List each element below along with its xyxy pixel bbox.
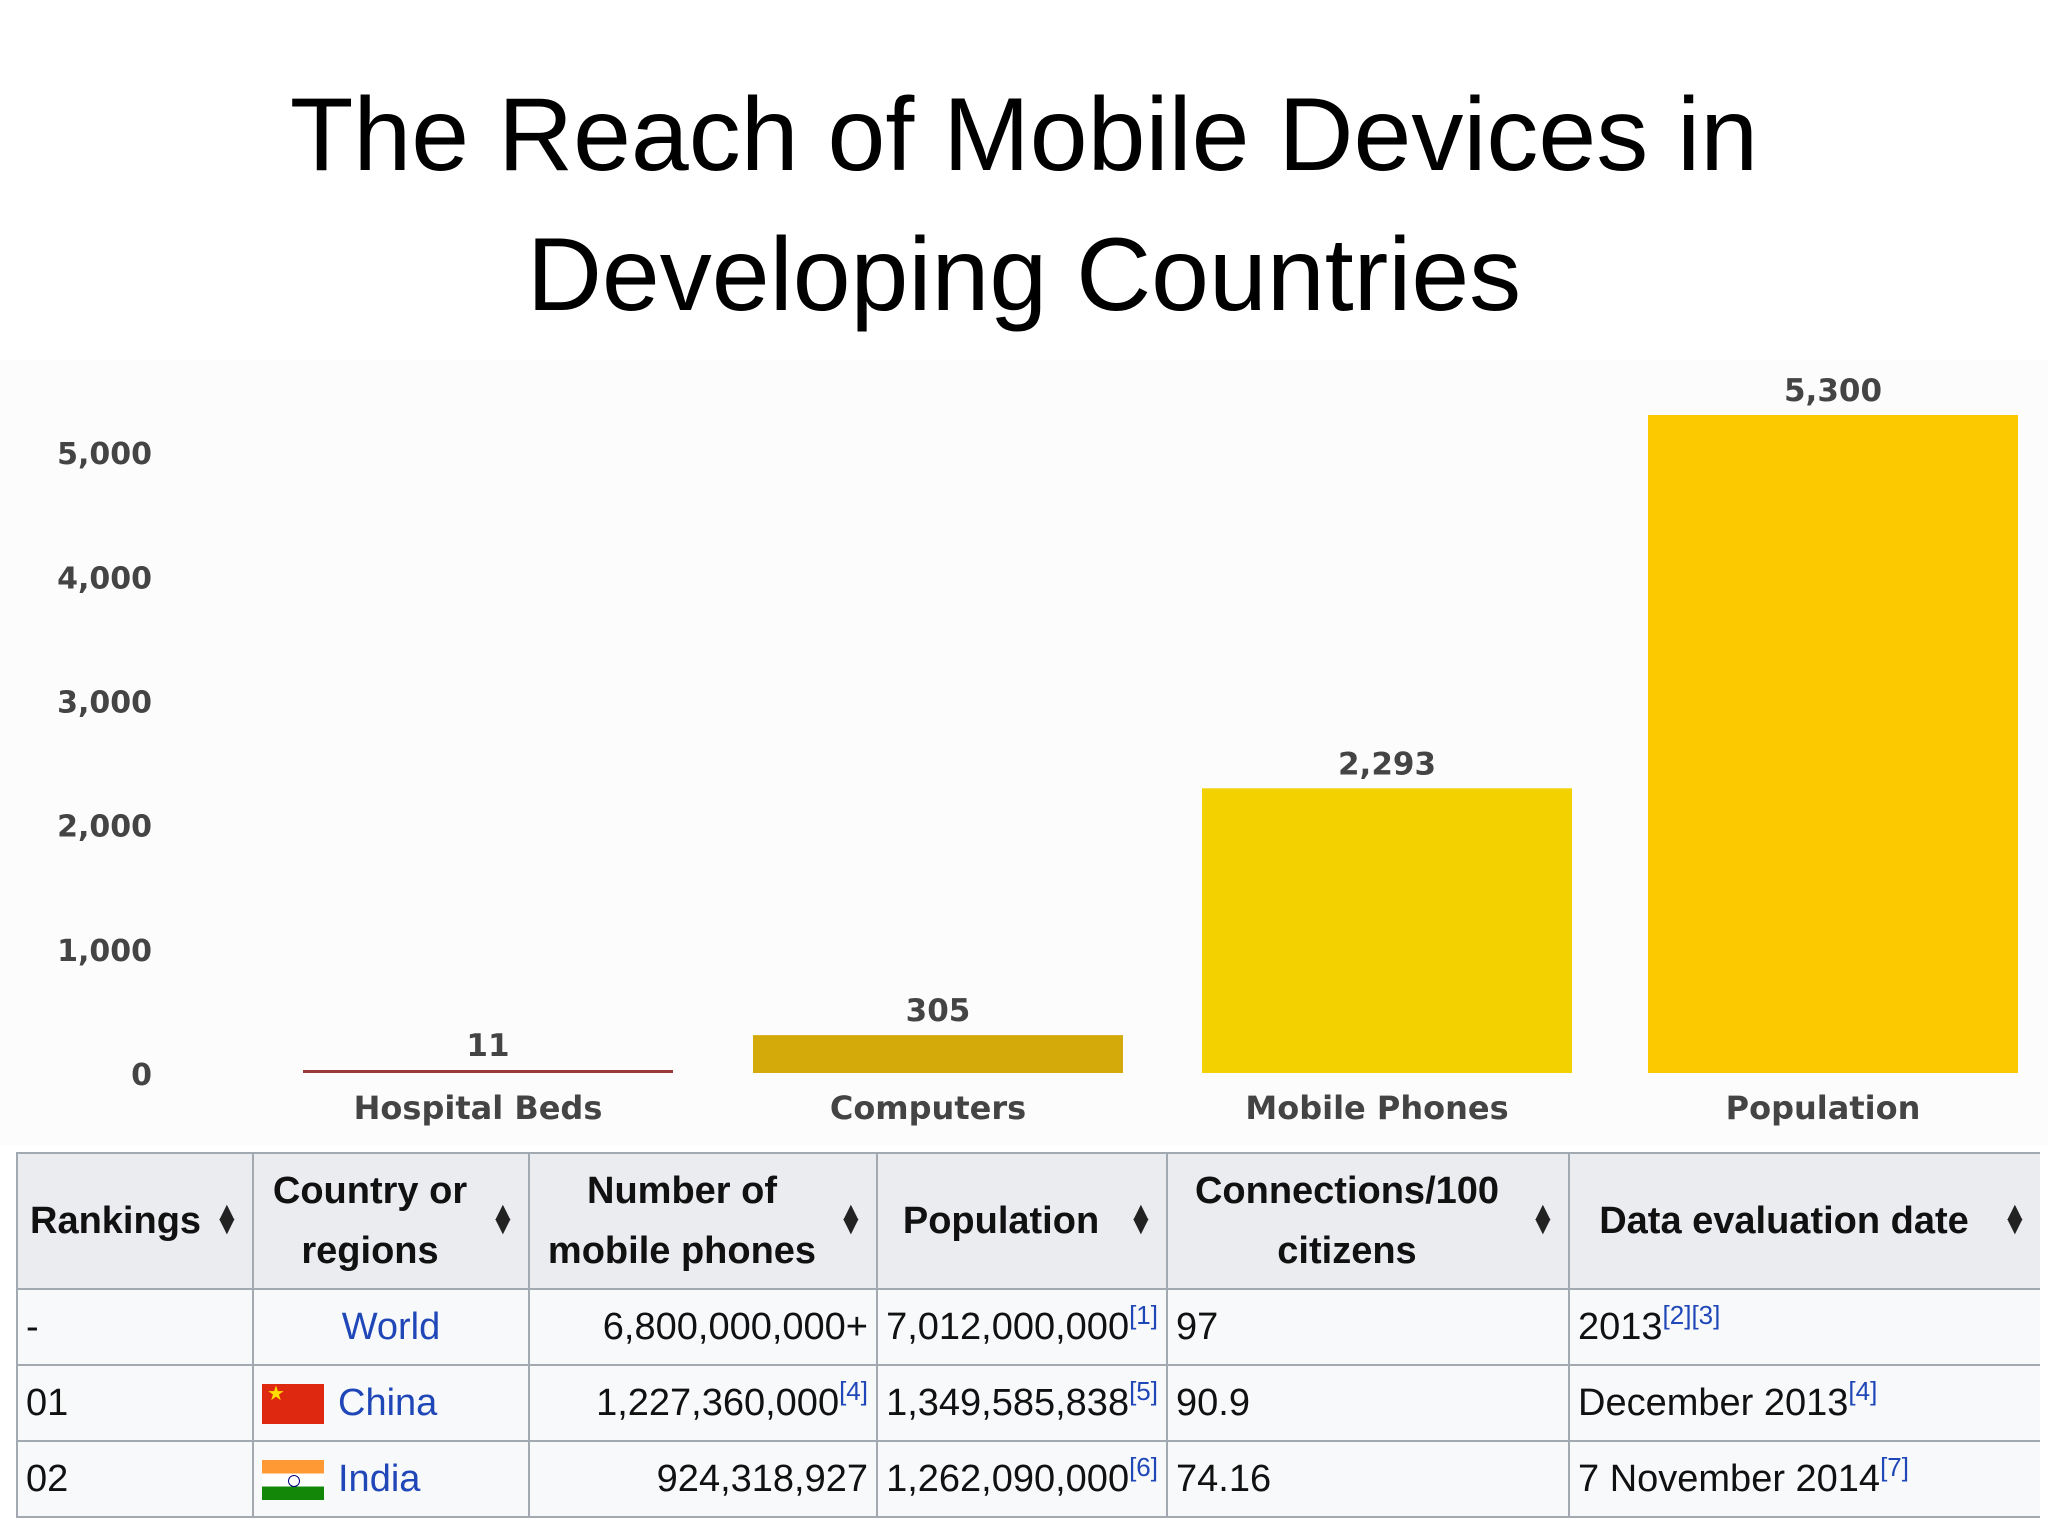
header-label: Country or regions [272, 1170, 468, 1272]
china-flag-icon [262, 1384, 324, 1425]
table-row: 01 China 1,227,360,000[4] 1,349,585,838[… [16, 1364, 2040, 1442]
data-label: 2,293 [1338, 746, 1436, 782]
cell-phones: 924,318,927 [528, 1440, 878, 1518]
cell-rank: 01 [16, 1364, 254, 1442]
phones-value: 924,318,927 [656, 1457, 868, 1500]
header-label: Data evaluation date [1599, 1200, 1969, 1242]
country-link-india[interactable]: India [338, 1457, 421, 1500]
y-tick-label: 5,000 [57, 437, 152, 472]
cell-country: China [252, 1364, 530, 1442]
bar [753, 1035, 1123, 1073]
x-tick-label: Computers [830, 1089, 1026, 1127]
reference-link[interactable]: [7] [1880, 1451, 1909, 1482]
header-data-evaluation-date[interactable]: Data evaluation date ▲ ▼ [1568, 1152, 2040, 1290]
population-value: 7,012,000,000 [886, 1305, 1130, 1348]
header-label: Population [902, 1200, 1100, 1242]
cell-date: 2013[2][3] [1568, 1288, 2040, 1366]
sort-arrows-icon[interactable]: ▲ ▼ [1128, 1196, 1154, 1240]
cell-connections: 74.16 [1166, 1440, 1570, 1518]
cell-population: 1,349,585,838[5] [876, 1364, 1168, 1442]
y-tick-label: 0 [131, 1058, 152, 1093]
y-tick-label: 2,000 [57, 810, 152, 845]
date-value: 7 November 2014 [1578, 1457, 1881, 1500]
sort-arrows-icon[interactable]: ▲ ▼ [838, 1196, 864, 1240]
india-flag-icon [262, 1460, 324, 1501]
sort-arrows-icon[interactable]: ▲ ▼ [2002, 1196, 2028, 1240]
header-population[interactable]: Population ▲ ▼ [876, 1152, 1168, 1290]
cell-date: December 2013[4] [1568, 1364, 2040, 1442]
bar-chart: 0 1,000 2,000 3,000 4,000 5,000 11 Hospital Bed… [57, 373, 2018, 1127]
reference-link[interactable]: [6] [1129, 1451, 1158, 1482]
mobile-phones-table: Rankings ▲ ▼ Country or regions ▲ ▼ Number… [16, 1152, 2040, 1536]
country-link-china[interactable]: China [338, 1381, 438, 1424]
cell-population: 7,012,000,000[1] [876, 1288, 1168, 1366]
y-tick-label: 1,000 [57, 934, 152, 969]
x-tick-label: Population [1726, 1089, 1921, 1127]
data-label: 11 [466, 1028, 509, 1064]
cell-phones: 1,227,360,000[4] [528, 1364, 878, 1442]
cell-connections: 90.9 [1166, 1364, 1570, 1442]
cell-connections: 97 [1166, 1288, 1570, 1366]
cell-country: World [252, 1288, 530, 1366]
bar [303, 1070, 673, 1073]
table-header-row: Rankings ▲ ▼ Country or regions ▲ ▼ Number… [16, 1152, 2040, 1290]
population-value: 1,349,585,838 [886, 1381, 1130, 1424]
table-row: 02 India 924,318,927 1,262,090,000[6] 74… [16, 1440, 2040, 1518]
header-number-of-mobile-phones[interactable]: Number of mobile phones ▲ ▼ [528, 1152, 878, 1290]
population-value: 1,262,090,000 [886, 1457, 1130, 1500]
table-row: - World 6,800,000,000+ 7,012,000,000[1] … [16, 1288, 2040, 1366]
header-connections[interactable]: Connections/100 citizens ▲ ▼ [1166, 1152, 1570, 1290]
cell-country: India [252, 1440, 530, 1518]
header-label: Number of mobile phones [547, 1170, 817, 1272]
cell-population: 1,262,090,000[6] [876, 1440, 1168, 1518]
reference-link[interactable]: [4] [839, 1375, 868, 1406]
country-link-world[interactable]: World [341, 1305, 441, 1348]
header-rankings[interactable]: Rankings ▲ ▼ [16, 1152, 254, 1290]
x-tick-label: Mobile Phones [1245, 1089, 1508, 1127]
y-tick-label: 3,000 [57, 686, 152, 721]
page-title: The Reach of Mobile Devices in Developin… [0, 65, 2048, 345]
reference-link[interactable]: [5] [1129, 1375, 1158, 1406]
reference-link[interactable]: [1] [1129, 1299, 1158, 1330]
data-label: 305 [906, 993, 971, 1029]
sort-arrows-icon[interactable]: ▲ ▼ [214, 1196, 240, 1240]
bar [1648, 415, 2018, 1073]
cell-date: 7 November 2014[7] [1568, 1440, 2040, 1518]
header-label: Connections/100 citizens [1194, 1170, 1500, 1272]
phones-value: 6,800,000,000+ [602, 1305, 868, 1348]
header-country[interactable]: Country or regions ▲ ▼ [252, 1152, 530, 1290]
cell-rank: 02 [16, 1440, 254, 1518]
data-label: 5,300 [1784, 373, 1882, 409]
reference-link[interactable]: [4] [1848, 1375, 1878, 1406]
date-value: 2013 [1578, 1305, 1663, 1348]
date-value: December 2013 [1578, 1381, 1849, 1424]
phones-value: 1,227,360,000 [596, 1381, 840, 1424]
sort-arrows-icon[interactable]: ▲ ▼ [490, 1196, 516, 1240]
sort-arrows-icon[interactable]: ▲ ▼ [1530, 1196, 1556, 1240]
title-line-2: Developing Countries [526, 217, 1522, 333]
cell-rank: - [16, 1288, 254, 1366]
header-label: Rankings [30, 1200, 202, 1242]
bar [1202, 788, 1572, 1073]
title-line-1: The Reach of Mobile Devices in [289, 77, 1759, 193]
reference-link[interactable]: [2][3] [1662, 1299, 1721, 1330]
cell-phones: 6,800,000,000+ [528, 1288, 878, 1366]
y-tick-label: 4,000 [57, 561, 152, 596]
x-tick-label: Hospital Beds [354, 1089, 603, 1127]
